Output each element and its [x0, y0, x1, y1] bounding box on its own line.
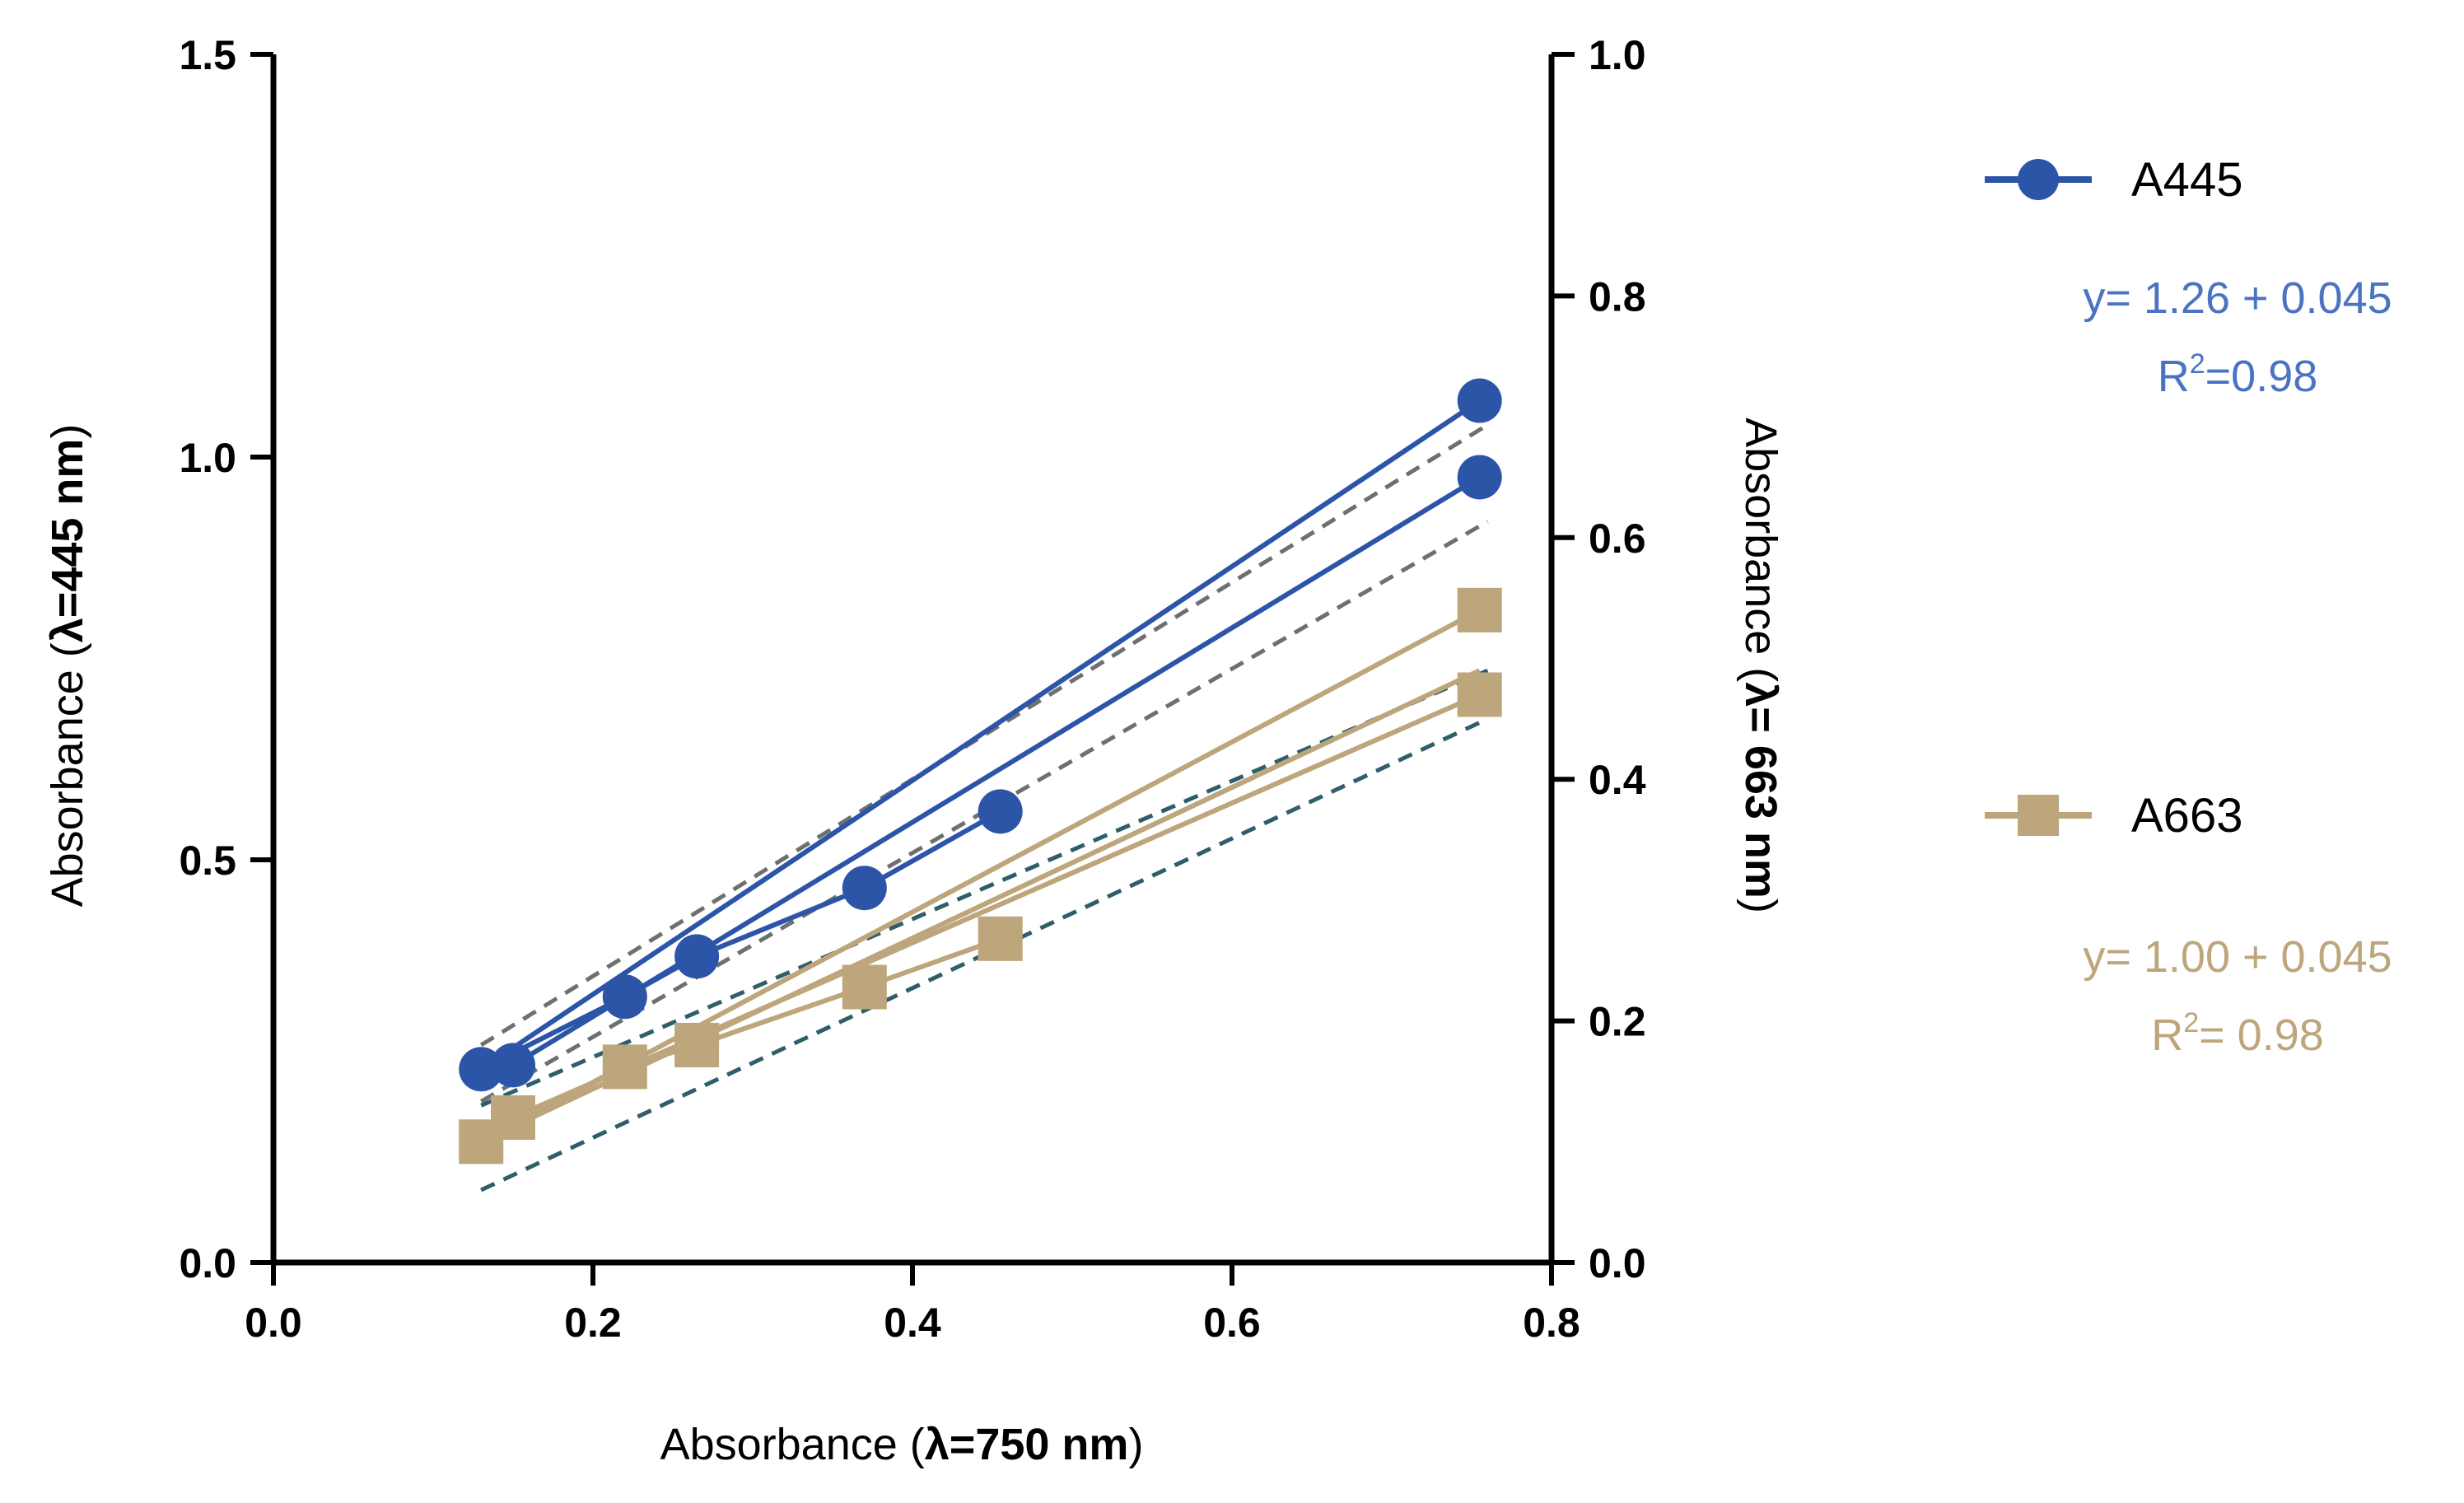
x-tick-label: 0.4 [884, 1300, 941, 1346]
axes: 0.0 0.2 0.4 0.6 0.80.00.51.01.50.00.20.40.60… [179, 32, 1645, 1346]
a445-point [674, 934, 720, 979]
a663-fit-line [480, 668, 1489, 1108]
a445-equation: y= 1.26 + 0.045 [2083, 273, 2392, 323]
a445-point [978, 789, 1023, 834]
a445-point [842, 866, 887, 911]
series-markers [459, 378, 1502, 1165]
a663-point [674, 1022, 720, 1067]
x-axis-label: Absorbance (λ=750 nm) [660, 1420, 1144, 1469]
legend-item-a663: A663 [1985, 789, 2242, 843]
a663-point [602, 1044, 647, 1090]
a663-point [978, 916, 1023, 961]
a663-line [479, 936, 1001, 1144]
legend-item-a445: A445 [1985, 153, 2242, 207]
a445-r-squared: R2=0.98 [2158, 348, 2318, 401]
x-tick-label: 0.6 [1203, 1300, 1261, 1346]
a663-point [1457, 587, 1502, 632]
legend-a663-label: A663 [2131, 789, 2242, 843]
a663-r-squared: R2= 0.98 [2151, 1007, 2324, 1060]
legend: A445 y= 1.26 + 0.045 R2=0.98 A663 y= 1.0… [1985, 153, 2392, 1060]
a445-point [491, 1043, 535, 1088]
a445-point [1457, 455, 1502, 500]
legend-a445-marker [2018, 159, 2059, 200]
a663-line [479, 608, 1482, 1144]
y-left-tick-label: 0.5 [179, 838, 236, 884]
y-left-axis-label: Absorbance (λ=445 nm) [43, 424, 92, 908]
x-tick-label: 0.2 [564, 1300, 622, 1346]
a445-line [479, 399, 1482, 1071]
a663-point [1457, 672, 1502, 717]
y-right-tick-label: 0.2 [1589, 999, 1646, 1045]
legend-a663-marker [2018, 795, 2059, 836]
a663-point [491, 1095, 535, 1140]
a663-line [479, 668, 1481, 1145]
x-tick-label: 0.0 [245, 1300, 302, 1346]
a663-equation: y= 1.00 + 0.045 [2083, 932, 2392, 982]
y-right-tick-label: 0.8 [1589, 273, 1646, 320]
y-right-tick-label: 0.4 [1589, 757, 1646, 803]
series-lines [479, 399, 1482, 1145]
y-right-axis-label: Absorbance (λ= 663 nm) [1736, 418, 1785, 913]
y-right-tick-label: 0.6 [1589, 516, 1646, 562]
y-right-tick-label: 0.0 [1589, 1240, 1646, 1286]
a663-point [842, 964, 887, 1010]
y-left-tick-label: 0.0 [179, 1240, 236, 1286]
a445-point [1457, 378, 1502, 423]
a663-line [511, 692, 1481, 1120]
y-right-tick-label: 1.0 [1589, 32, 1646, 78]
y-left-tick-label: 1.0 [179, 435, 236, 481]
a445-point [602, 974, 647, 1020]
x-tick-label: 0.8 [1523, 1300, 1580, 1346]
legend-a445-label: A445 [2131, 153, 2242, 207]
y-left-tick-label: 1.5 [179, 32, 236, 78]
